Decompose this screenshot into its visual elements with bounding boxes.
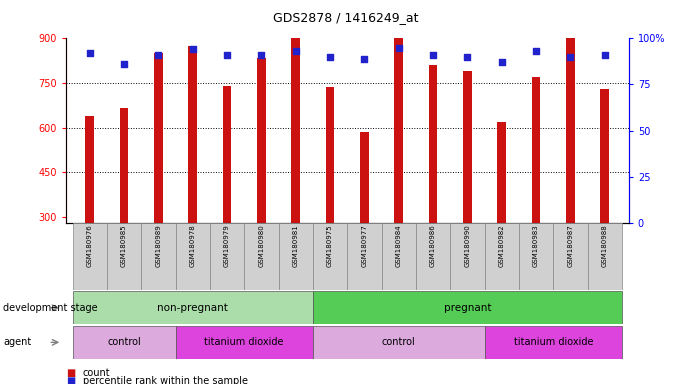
Bar (120, 108, 129, 223)
Bar (73, 223, 107, 290)
Bar (566, 37, 575, 223)
Bar (86, 199, 94, 223)
Text: ■: ■ (66, 376, 75, 384)
Bar (463, 71, 472, 223)
Bar (73, 326, 176, 359)
Bar (257, 141, 265, 223)
Text: GSM180987: GSM180987 (567, 225, 574, 268)
Bar (416, 223, 451, 290)
Bar (360, 215, 369, 223)
Text: GSM180980: GSM180980 (258, 225, 265, 268)
Bar (244, 223, 278, 290)
Bar (381, 223, 416, 290)
Text: titanium dioxide: titanium dioxide (205, 337, 284, 348)
Bar (532, 77, 540, 223)
Point (84, 50, 95, 56)
Point (153, 52, 164, 58)
Text: GSM180982: GSM180982 (499, 225, 504, 267)
Bar (463, 154, 472, 223)
Point (393, 45, 404, 51)
Bar (566, 120, 575, 223)
Text: agent: agent (3, 337, 32, 348)
Point (222, 52, 233, 58)
Bar (451, 223, 484, 290)
Text: GSM180979: GSM180979 (224, 225, 230, 268)
Point (325, 54, 336, 60)
Bar (120, 192, 129, 223)
Point (290, 48, 301, 55)
Text: percentile rank within the sample: percentile rank within the sample (83, 376, 248, 384)
Bar (107, 223, 141, 290)
Point (496, 59, 507, 65)
Point (531, 48, 542, 55)
Bar (86, 116, 94, 223)
Bar (395, 0, 403, 223)
Bar (532, 160, 540, 223)
Text: GSM180975: GSM180975 (327, 225, 333, 267)
Bar (313, 223, 348, 290)
Bar (325, 88, 334, 223)
Bar (519, 223, 553, 290)
Point (462, 54, 473, 60)
Bar (176, 326, 313, 359)
Bar (189, 46, 197, 223)
Bar (498, 122, 506, 223)
Text: development stage: development stage (3, 303, 98, 313)
Text: titanium dioxide: titanium dioxide (513, 337, 593, 348)
Bar (141, 223, 176, 290)
Bar (189, 129, 197, 223)
Bar (395, 80, 403, 223)
Bar (223, 86, 231, 223)
Bar (278, 223, 313, 290)
Bar (73, 291, 313, 324)
Text: GSM180978: GSM180978 (190, 225, 196, 268)
Text: GSM180985: GSM180985 (121, 225, 127, 267)
Bar (154, 136, 162, 223)
Text: control: control (382, 337, 415, 348)
Point (565, 54, 576, 60)
Bar (360, 132, 369, 223)
Bar (484, 326, 622, 359)
Bar (348, 223, 381, 290)
Bar (292, 114, 300, 223)
Point (428, 52, 439, 58)
Bar (587, 223, 622, 290)
Text: GSM180983: GSM180983 (533, 225, 539, 268)
Bar (600, 172, 609, 223)
Bar (313, 326, 484, 359)
Bar (313, 291, 622, 324)
Bar (154, 53, 162, 223)
Text: count: count (83, 368, 111, 378)
Bar (325, 171, 334, 223)
Bar (223, 169, 231, 223)
Point (359, 56, 370, 62)
Text: control: control (107, 337, 141, 348)
Point (187, 46, 198, 53)
Text: GSM180990: GSM180990 (464, 225, 471, 268)
Point (599, 52, 610, 58)
Bar (429, 65, 437, 223)
Text: GSM180977: GSM180977 (361, 225, 368, 268)
Bar (498, 205, 506, 223)
Text: GSM180976: GSM180976 (86, 225, 93, 268)
Bar (176, 223, 210, 290)
Bar (292, 31, 300, 223)
Text: ■: ■ (66, 368, 75, 378)
Text: GSM180988: GSM180988 (602, 225, 608, 268)
Text: non-pregnant: non-pregnant (158, 303, 228, 313)
Point (118, 61, 129, 67)
Text: GSM180989: GSM180989 (155, 225, 162, 268)
Text: GSM180984: GSM180984 (396, 225, 401, 267)
Bar (484, 223, 519, 290)
Point (256, 52, 267, 58)
Bar (600, 89, 609, 223)
Text: GSM180981: GSM180981 (293, 225, 299, 268)
Text: GDS2878 / 1416249_at: GDS2878 / 1416249_at (273, 12, 418, 25)
Text: GSM180986: GSM180986 (430, 225, 436, 268)
Text: pregnant: pregnant (444, 303, 491, 313)
Bar (257, 58, 265, 223)
Bar (553, 223, 587, 290)
Bar (210, 223, 244, 290)
Bar (429, 148, 437, 223)
